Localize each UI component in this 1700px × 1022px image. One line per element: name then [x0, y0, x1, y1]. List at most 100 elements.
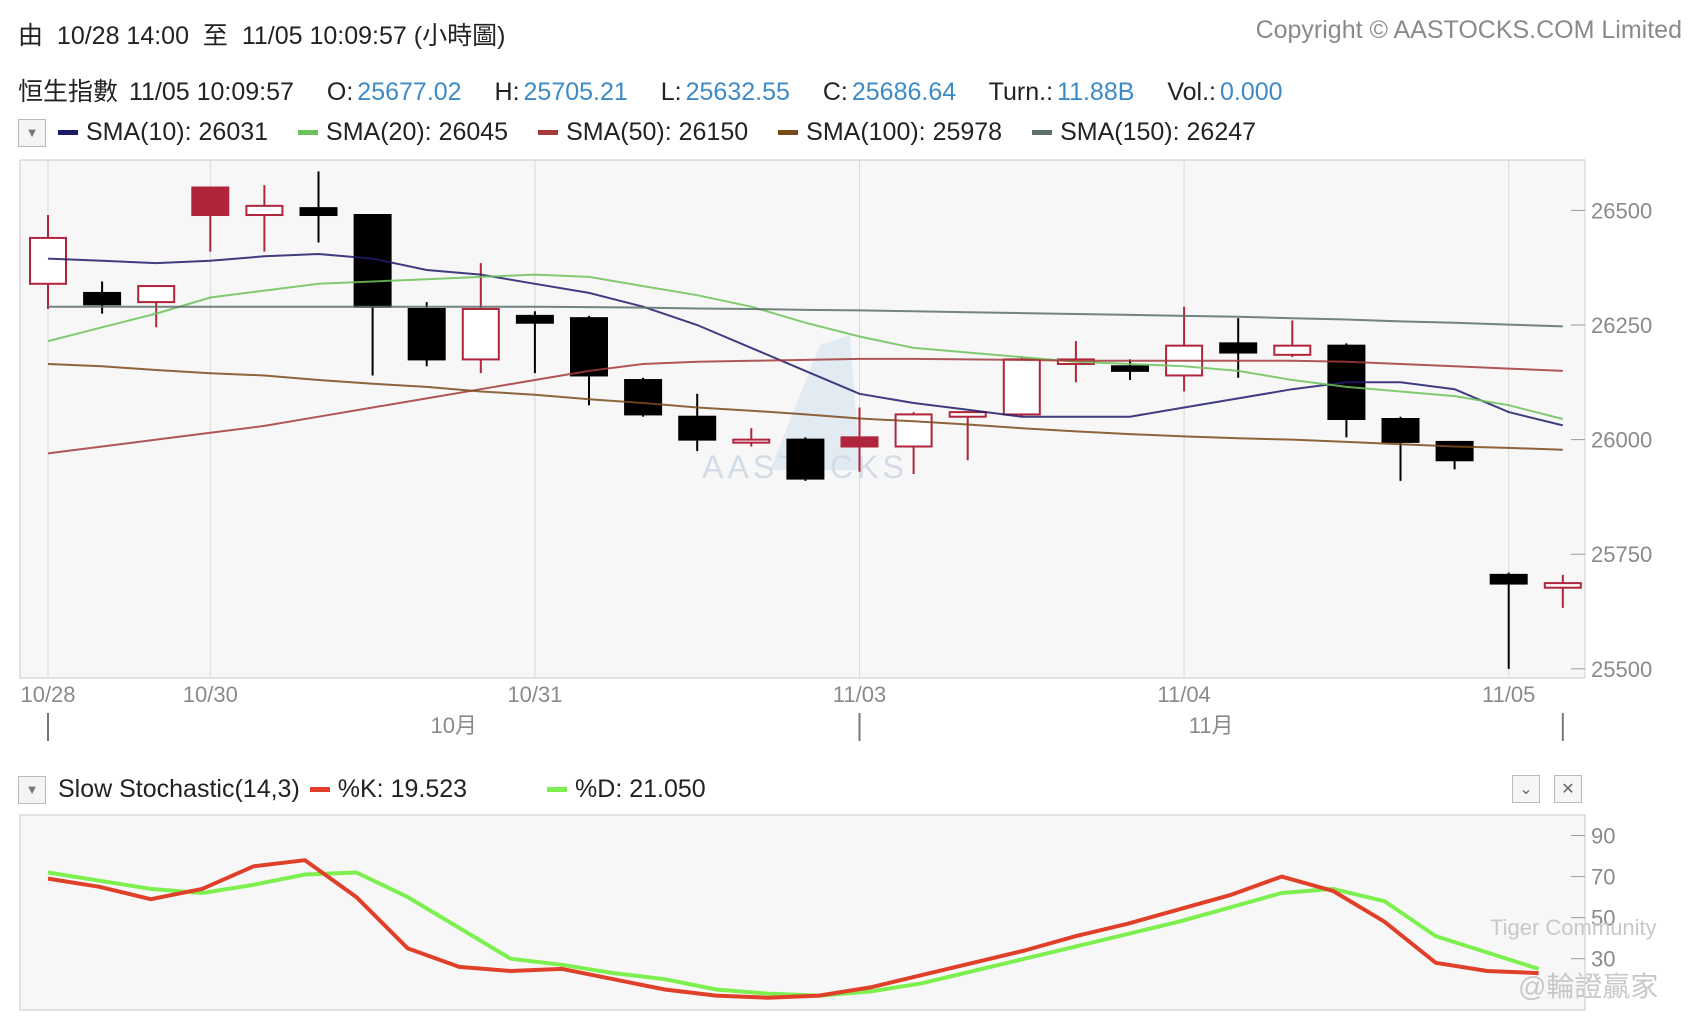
candle-body: [678, 415, 717, 441]
stoch-plot-area: [19, 814, 1586, 1011]
legend-label: SMA(20): 26045: [326, 118, 509, 146]
stoch-line: [47, 858, 1539, 1000]
volume-value: 0.000: [1220, 78, 1283, 106]
sma-line: [47, 252, 1564, 427]
author-watermark: @輪證贏家: [1518, 971, 1659, 1002]
y-tick-label: 70: [1591, 865, 1615, 890]
legend-sma100: SMA(100): 25978: [778, 118, 1002, 147]
indicator-dropdown-button[interactable]: ▼: [18, 775, 46, 804]
stochastic-legend: ▼ Slow Stochastic(14,3) %K: 19.523 %D: 2…: [18, 775, 736, 804]
candle-body: [29, 236, 67, 285]
candle-body: [245, 204, 284, 217]
close-value: 25686.64: [851, 78, 957, 106]
to-label: 至: [202, 22, 228, 50]
candle-body: [1219, 342, 1258, 354]
y-tick-label: 26500: [1591, 198, 1652, 223]
open-value: 25677.02: [357, 78, 462, 106]
legend-swatch: [298, 130, 319, 135]
collapse-panel-button[interactable]: ⌄: [1512, 775, 1540, 803]
legend-sma150: SMA(150): 26247: [1032, 118, 1256, 147]
candle-body: [786, 438, 825, 480]
candle-body: [894, 413, 933, 448]
candle-body: [299, 207, 338, 217]
y-tick-label: 30: [1591, 947, 1615, 972]
candle-body: [1435, 440, 1474, 462]
month-label: 10月: [431, 713, 477, 738]
legend-swatch: [1032, 130, 1053, 135]
candle-body: [1543, 582, 1582, 589]
legend-label: %K: 19.523: [337, 775, 468, 803]
legend-swatch: [547, 787, 568, 792]
legend-label: %D: 21.050: [575, 775, 706, 803]
tiger-watermark: Tiger Community: [1490, 915, 1657, 940]
candle-body: [840, 436, 879, 448]
turnover-label: Turn.:: [988, 78, 1054, 106]
candle-body: [1111, 365, 1149, 372]
legend-sma50: SMA(50): 26150: [538, 118, 748, 147]
candle-body: [1002, 358, 1041, 416]
stoch-line: [47, 870, 1540, 998]
from-time: 10/28 14:00: [56, 22, 189, 50]
close-icon: ✕: [1561, 781, 1575, 798]
sma-line: [47, 273, 1564, 420]
date-range: 由 10/28 14:00 至 11/05 10:09:57 (小時圖): [18, 16, 505, 52]
legend-label: SMA(150): 26247: [1060, 118, 1257, 146]
x-tick-label: 10/30: [183, 682, 238, 707]
legend-swatch: [309, 787, 330, 792]
index-name: 恒生指數: [18, 78, 119, 106]
candle-body: [948, 411, 987, 418]
high-label: H:: [494, 78, 520, 106]
main-chart-dropdown-button[interactable]: ▼: [18, 118, 46, 147]
turnover-value: 11.88B: [1057, 78, 1135, 106]
x-tick-label: 10/31: [507, 682, 562, 707]
high-value: 25705.21: [523, 78, 628, 106]
quote-row: 恒生指數 11/05 10:09:57 O: 25677.02 H: 25705.2…: [18, 72, 1309, 108]
candle-body: [461, 307, 500, 361]
candle-body: [624, 379, 663, 416]
quote-time: 11/05 10:09:57: [128, 78, 294, 106]
x-tick-label: 11/04: [1157, 682, 1210, 707]
y-tick-label: 26250: [1591, 313, 1652, 338]
y-tick-label: 25500: [1591, 657, 1652, 682]
copyright: Copyright © AASTOCKS.COM Limited: [1255, 16, 1682, 44]
open-label: O:: [326, 78, 354, 106]
y-tick-label: 25750: [1591, 542, 1652, 567]
volume-label: Vol.:: [1167, 78, 1217, 106]
candle-body: [1381, 418, 1420, 443]
sma-line: [48, 305, 1563, 328]
chart-mode: (小時圖): [413, 22, 506, 50]
y-tick-label: 90: [1591, 824, 1615, 849]
candle-body: [407, 307, 446, 361]
sma-line: [47, 357, 1563, 455]
y-tick-label: 50: [1591, 906, 1615, 931]
to-time: 11/05 10:09:57: [241, 22, 407, 50]
chevron-down-icon: ⌄: [1519, 781, 1533, 798]
low-value: 25632.55: [685, 78, 790, 106]
candle-body: [1273, 344, 1312, 356]
legend-label: SMA(50): 26150: [566, 118, 749, 146]
legend-swatch: [778, 130, 799, 135]
x-tick-label: 11/03: [833, 682, 886, 707]
candle-body: [1489, 573, 1528, 585]
stoch-title: Slow Stochastic(14,3): [58, 775, 300, 803]
legend-swatch: [58, 130, 78, 135]
legend-label: SMA(10): 26031: [86, 118, 269, 146]
candle-body: [570, 317, 608, 377]
candle-body: [137, 285, 176, 304]
x-tick-label: 10/28: [20, 682, 75, 707]
from-label: 由: [18, 22, 44, 50]
legend-label: SMA(100): 25978: [806, 118, 1003, 146]
close-panel-button[interactable]: ✕: [1554, 775, 1582, 803]
legend-sma10: SMA(10): 26031: [58, 118, 268, 147]
candle-body: [515, 314, 554, 324]
candle-body: [191, 186, 230, 217]
legend-sma20: SMA(20): 26045: [298, 118, 508, 147]
candle-body: [83, 291, 122, 306]
month-label: 11月: [1189, 713, 1234, 738]
close-label: C:: [822, 78, 848, 106]
x-tick-label: 11/05: [1482, 682, 1535, 707]
sma-legend: ▼ SMA(10): 26031 SMA(20): 26045 SMA(50):…: [18, 118, 1286, 147]
y-tick-label: 26000: [1591, 428, 1652, 453]
low-label: L:: [660, 78, 682, 106]
